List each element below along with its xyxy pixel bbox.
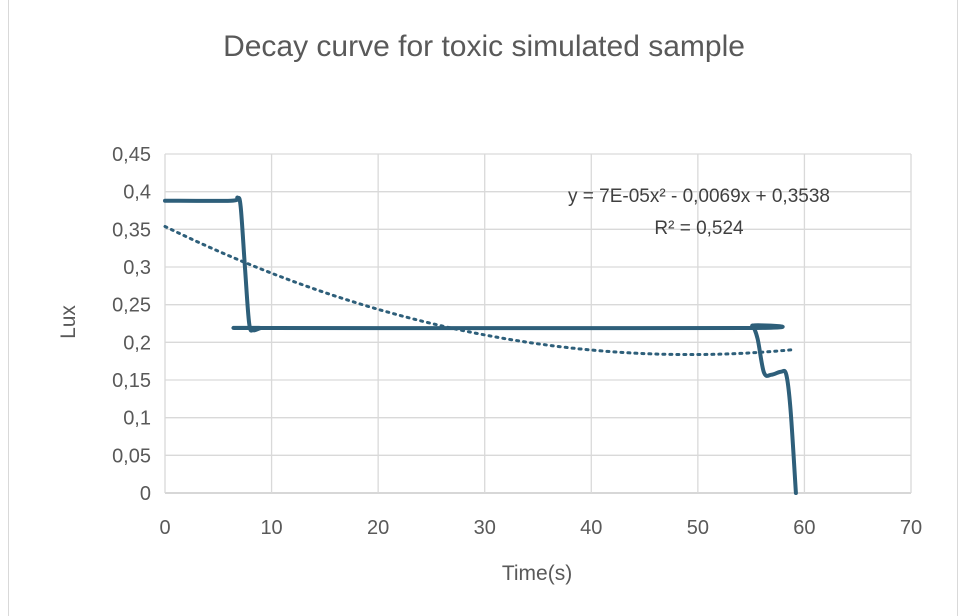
chart-svg: Decay curve for toxic simulated sample 0… xyxy=(57,30,922,585)
x-tick-label: 70 xyxy=(900,517,922,539)
y-tick-label: 0,15 xyxy=(112,370,151,392)
x-tick-label: 50 xyxy=(687,517,709,539)
plot-area xyxy=(163,195,798,495)
trendline-equation: y = 7E-05x² - 0,0069x + 0,3538 xyxy=(568,186,830,207)
chart-title: Decay curve for toxic simulated sample xyxy=(223,30,745,63)
series-line xyxy=(163,195,798,495)
y-tick-label: 0,3 xyxy=(123,257,151,279)
y-tick-label: 0,25 xyxy=(112,295,151,317)
x-tick-label: 0 xyxy=(159,517,170,539)
y-tick-labels: 0 0,05 0,1 0,15 0,2 0,25 0,3 0,35 0,4 0,45 xyxy=(112,144,151,505)
trendline-r-squared: R² = 0,524 xyxy=(654,218,744,239)
x-tick-label: 30 xyxy=(474,517,496,539)
trendline xyxy=(163,224,796,357)
x-tick-label: 60 xyxy=(793,517,815,539)
chart-frame: Decay curve for toxic simulated sample 0… xyxy=(8,0,958,616)
y-tick-label: 0,35 xyxy=(112,219,151,241)
y-tick-label: 0,1 xyxy=(123,408,151,430)
x-tick-labels: 0 10 20 30 40 50 60 70 xyxy=(159,517,922,539)
x-tick-label: 10 xyxy=(260,517,282,539)
y-tick-label: 0 xyxy=(140,483,151,505)
y-tick-label: 0,2 xyxy=(123,332,151,354)
x-tick-label: 20 xyxy=(367,517,389,539)
x-axis-label: Time(s) xyxy=(502,562,572,585)
y-tick-label: 0,05 xyxy=(112,445,151,467)
y-tick-label: 0,4 xyxy=(123,182,151,204)
y-axis-label: Lux xyxy=(57,305,80,339)
y-tick-label: 0,45 xyxy=(112,144,151,166)
x-tick-label: 40 xyxy=(580,517,602,539)
